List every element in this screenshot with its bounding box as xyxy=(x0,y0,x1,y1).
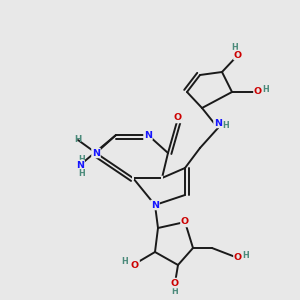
Text: O: O xyxy=(254,88,262,97)
Text: H: H xyxy=(79,169,86,178)
Text: H: H xyxy=(74,136,82,145)
Text: N: N xyxy=(151,200,159,209)
Text: O: O xyxy=(171,278,179,287)
Text: H: H xyxy=(172,286,178,296)
Text: H: H xyxy=(223,122,230,130)
Text: H: H xyxy=(122,257,128,266)
Text: N: N xyxy=(76,160,84,169)
Text: N: N xyxy=(92,148,100,158)
Text: N: N xyxy=(144,130,152,140)
Text: O: O xyxy=(234,254,242,262)
Text: O: O xyxy=(174,113,182,122)
Text: H: H xyxy=(79,155,86,164)
Text: O: O xyxy=(181,218,189,226)
Text: N: N xyxy=(214,118,222,127)
Text: H: H xyxy=(262,85,269,94)
Text: O: O xyxy=(234,50,242,59)
Text: O: O xyxy=(131,260,139,269)
Text: H: H xyxy=(243,251,249,260)
Text: H: H xyxy=(232,44,238,52)
